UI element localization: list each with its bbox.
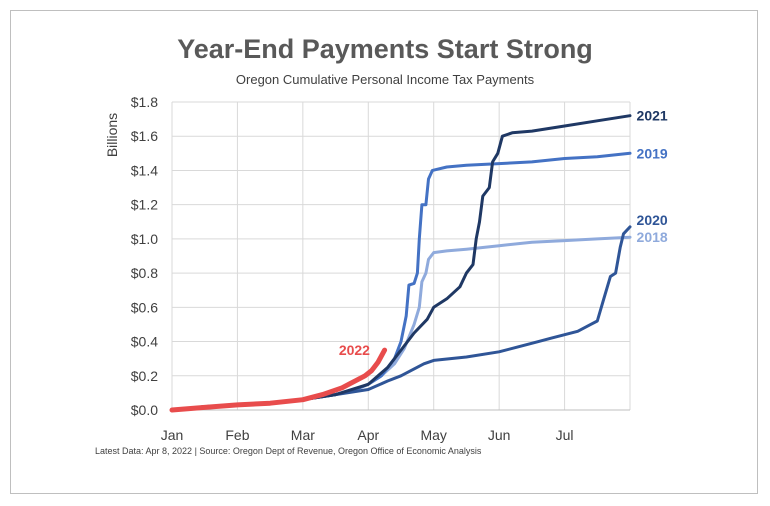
grid-lines: [171, 101, 631, 411]
y-tick-label: $1.0: [131, 231, 158, 247]
x-tick-label: Mar: [291, 427, 315, 443]
y-tick-label: $1.6: [131, 128, 158, 144]
chart-footnote: Latest Data: Apr 8, 2022 | Source: Orego…: [95, 446, 482, 456]
series-label-2021: 2021: [637, 108, 668, 124]
y-axis-label: Billions: [104, 113, 120, 157]
x-tick-label: Feb: [225, 427, 249, 443]
x-tick-label: Jan: [161, 427, 184, 443]
y-tick-label: $0.0: [131, 402, 158, 418]
y-tick-label: $0.8: [131, 265, 158, 281]
axes: $0.0 $0.2 $0.4 $0.6 $0.8 $1.0 $1.2 $1.4 $1.6 $1.8…: [131, 94, 630, 443]
x-tick-label: May: [420, 427, 446, 443]
series-group: [169, 114, 632, 413]
chart-frame: [10, 10, 758, 494]
chart-title: Year-End Payments Start Strong: [177, 34, 593, 64]
y-tick-label: $0.6: [131, 299, 158, 315]
x-tick-label: Apr: [357, 427, 379, 443]
series-line-2020: [170, 225, 632, 412]
series-line-2022: [169, 347, 388, 413]
y-tick-label: $0.4: [131, 334, 158, 350]
x-tick-label: Jun: [488, 427, 511, 443]
y-tick-label: $1.4: [131, 162, 158, 178]
y-tick-label: $1.2: [131, 197, 158, 213]
x-tick-label: Jul: [556, 427, 574, 443]
y-tick-label: $1.8: [131, 94, 158, 110]
series-label-2019: 2019: [637, 145, 668, 161]
y-tick-label: $0.2: [131, 368, 158, 384]
series-line-2018: [170, 235, 632, 412]
series-label-2018: 2018: [637, 229, 668, 245]
chart-subtitle: Oregon Cumulative Personal Income Tax Pa…: [235, 72, 535, 87]
series-label-2022: 2022: [339, 342, 370, 358]
series-label-2020: 2020: [637, 212, 668, 228]
series-line-2019: [170, 151, 632, 412]
